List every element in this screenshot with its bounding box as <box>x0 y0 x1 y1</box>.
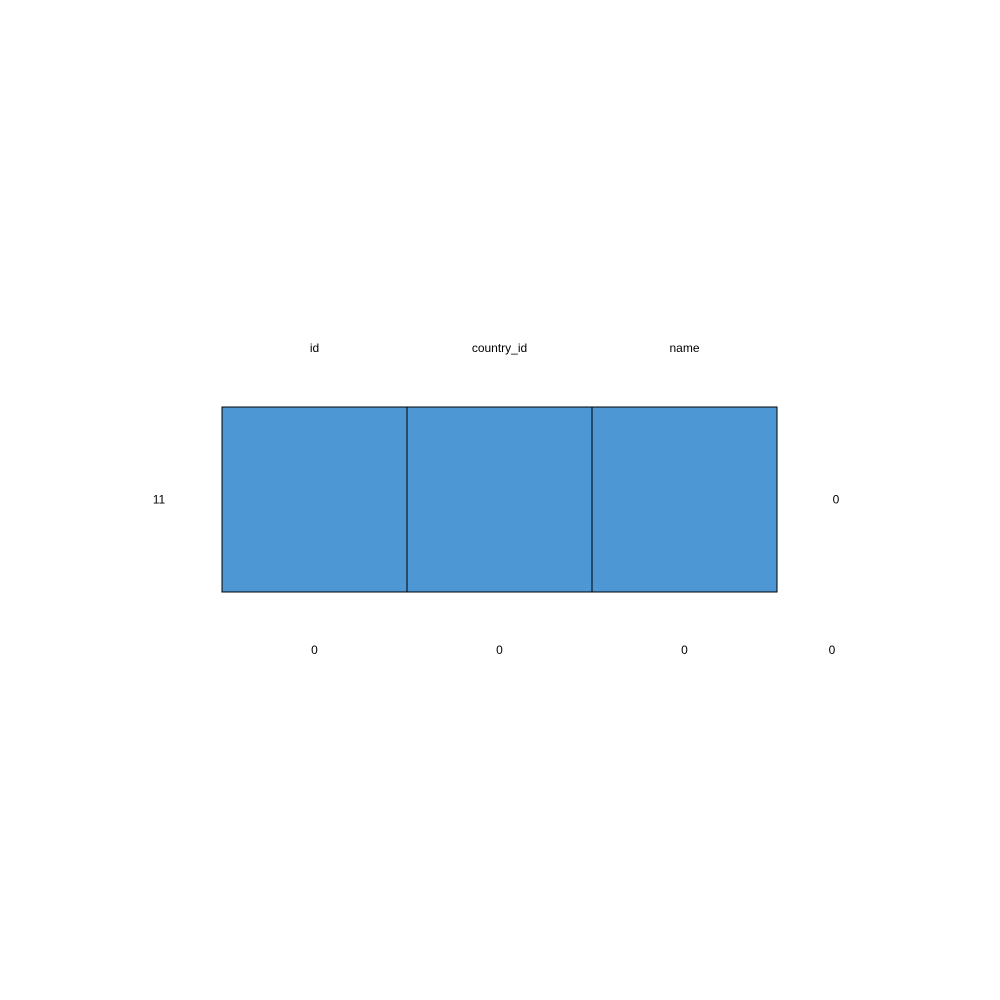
pattern-cell <box>591 406 778 593</box>
row-missing-labels: 0 <box>833 493 840 507</box>
column-header-labels: id country_id name <box>310 341 700 355</box>
row-count-labels: 11 <box>153 493 166 507</box>
column-header-name: name <box>669 341 699 355</box>
row-missing-label: 0 <box>833 493 840 507</box>
total-missing-label: 0 <box>829 643 836 657</box>
column-header-id: id <box>310 341 319 355</box>
column-missing-total: 0 <box>681 643 688 657</box>
pattern-cell <box>406 406 593 593</box>
column-missing-total: 0 <box>311 643 318 657</box>
column-header-country_id: country_id <box>472 341 527 355</box>
pattern-cell <box>221 406 408 593</box>
pattern-cells <box>221 406 778 593</box>
column-missing-total: 0 <box>496 643 503 657</box>
column-missing-totals: 0 0 0 <box>311 643 688 657</box>
row-count-label: 11 <box>153 493 166 507</box>
